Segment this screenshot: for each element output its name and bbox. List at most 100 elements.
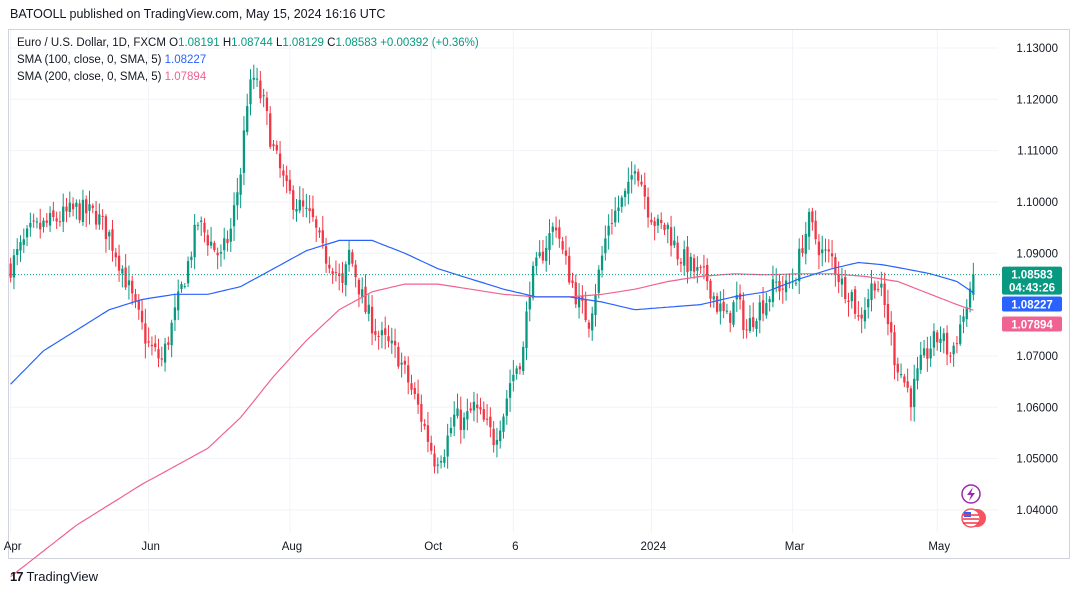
candle-body [627, 181, 630, 194]
candle-body [729, 313, 732, 323]
candle-body [692, 258, 696, 272]
candle-body [377, 336, 380, 338]
candle-body [469, 408, 472, 411]
candle-body [830, 253, 834, 257]
candle-body [213, 242, 216, 251]
candle-body [413, 388, 416, 394]
legend-high: 1.08744 [231, 37, 273, 49]
candle-body [650, 219, 653, 223]
candle-body [88, 204, 91, 211]
candle-body [357, 279, 361, 295]
time-axis-label: May [928, 541, 950, 553]
candle-body [715, 296, 719, 312]
candle-body [683, 249, 686, 266]
candle-body [433, 453, 436, 467]
legend-symbol: Euro / U.S. Dollar, 1D, FXCM [17, 37, 166, 49]
candle-body [581, 295, 584, 301]
candle-body [367, 304, 370, 314]
time-axis-label: Oct [424, 541, 443, 553]
candle-body [499, 430, 502, 442]
candle-body [298, 199, 301, 211]
candle-body [16, 249, 19, 255]
candle-body [794, 282, 798, 284]
candle-body [686, 246, 689, 273]
candle-body [423, 423, 426, 427]
candle-body [259, 80, 262, 99]
candle-body [101, 215, 104, 217]
legend-l-label: L [275, 37, 283, 49]
candle-body [321, 230, 324, 244]
candle-body [127, 280, 131, 286]
candle-body [942, 333, 945, 342]
candle-body [374, 331, 377, 335]
candle-body [890, 322, 893, 333]
candle-body [68, 202, 71, 212]
candle-body [19, 242, 22, 251]
sma-200-tag-text: 1.07894 [1011, 320, 1053, 332]
candle-body [25, 228, 29, 238]
candle-body [577, 296, 581, 308]
candle-body [508, 383, 512, 398]
candle-body [407, 365, 410, 383]
candle-body [35, 221, 39, 223]
candle-body [308, 208, 311, 212]
candle-body [913, 378, 916, 407]
candle-body [137, 300, 140, 310]
legend-ma200-value: 1.07894 [164, 71, 207, 83]
candle-body [255, 78, 259, 80]
candle-body [489, 416, 492, 428]
candle-body [58, 221, 62, 223]
candle-body [784, 280, 788, 293]
candle-body [190, 256, 193, 261]
candle-body [147, 341, 150, 343]
candle-body [870, 283, 873, 300]
candle-body [640, 181, 643, 185]
candle-body [817, 241, 821, 256]
candle-body [236, 192, 239, 206]
sma-200-tag [1002, 316, 1062, 332]
candle-body [449, 427, 453, 434]
candle-body [847, 300, 850, 302]
price-axis-label: 1.06000 [1016, 402, 1058, 414]
candle-body [916, 368, 919, 381]
us-flag-icon [961, 508, 981, 528]
candle-body [844, 277, 847, 300]
legend-ma200-label: SMA (200, close, 0, SMA, 5) [17, 71, 162, 83]
candle-body [633, 171, 637, 174]
candle-body [94, 210, 98, 225]
candle-body [351, 252, 354, 264]
candle-body [564, 250, 568, 256]
price-axis-label: 1.10000 [1016, 197, 1058, 209]
candle-body [591, 313, 594, 331]
candle-body [528, 295, 531, 310]
candle-body [722, 301, 725, 311]
candle-body [755, 321, 758, 329]
candle-body [939, 338, 942, 344]
candle-body [71, 203, 75, 210]
candle-body [492, 428, 495, 446]
candle-body [347, 249, 351, 265]
candle-body [12, 255, 16, 278]
candle-body [275, 144, 278, 151]
candle-body [114, 252, 117, 258]
last-price-tag [1002, 266, 1062, 295]
candle-body [673, 240, 676, 246]
candle-body [29, 222, 32, 228]
candle-body [972, 274, 975, 295]
tradingview-footer[interactable]: 17 TradingView [10, 569, 98, 584]
last-price-tag-text: 1.08583 [1011, 270, 1053, 282]
candle-body [78, 203, 81, 221]
candle-body [518, 366, 522, 370]
candle-body [265, 97, 269, 112]
legend-o-label: O [169, 37, 179, 49]
candle-body [55, 218, 58, 222]
candle-body [630, 175, 633, 180]
candle-body [495, 439, 499, 445]
candle-body [160, 358, 163, 360]
candle-body [623, 190, 627, 198]
legend-open: 1.08191 [178, 37, 220, 49]
candle-body [288, 179, 292, 191]
candle-body [561, 241, 564, 250]
candle-body [873, 283, 876, 291]
